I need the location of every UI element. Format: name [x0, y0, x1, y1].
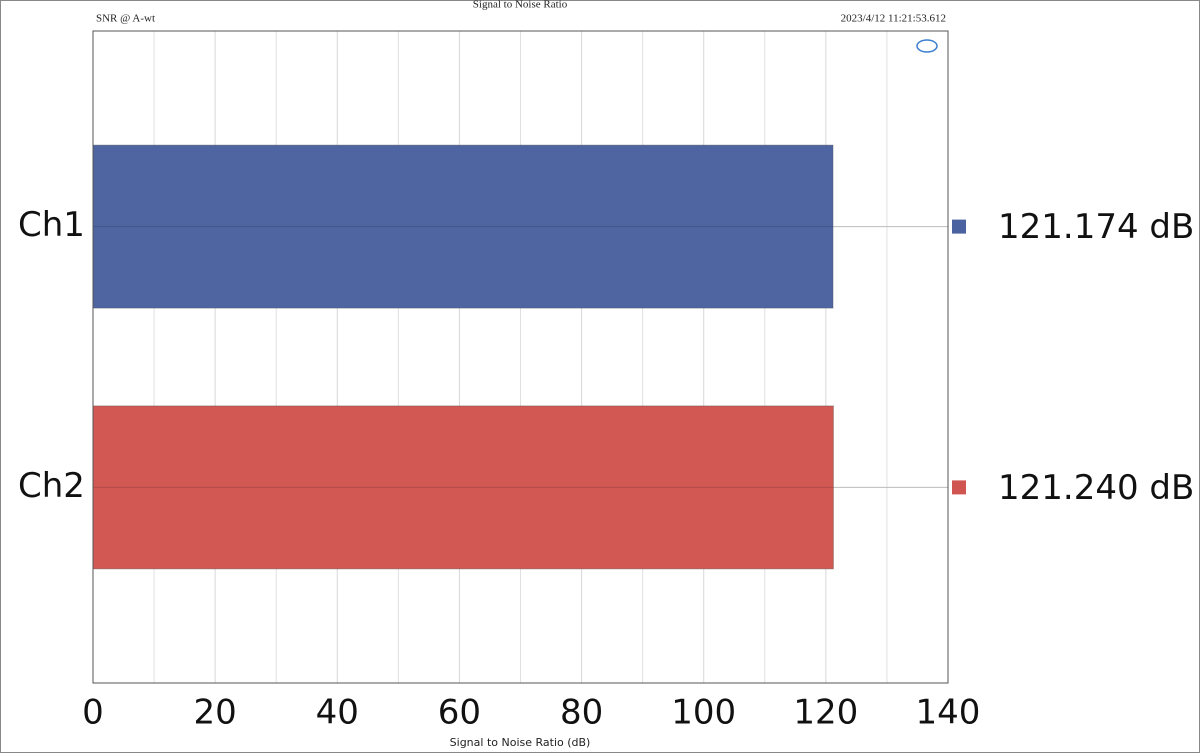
bar [92, 144, 834, 309]
value-label: 121.240 dB [998, 468, 1194, 508]
category-label: Ch1 [18, 205, 85, 245]
plot-border [92, 30, 949, 684]
timestamp: 2023/4/12 11:21:53.612 [841, 13, 946, 25]
category-label: Ch2 [18, 466, 85, 506]
x-tick-label: 100 [671, 693, 736, 733]
logo [916, 39, 938, 53]
chart-title: Signal to Noise Ratio [473, 0, 568, 11]
legend-swatch [952, 480, 966, 495]
x-tick-label: 40 [316, 693, 359, 733]
x-tick-label: 140 [916, 693, 981, 733]
x-tick-label: 120 [793, 693, 858, 733]
chart-subtitle: SNR @ A-wt [96, 13, 155, 25]
x-tick-label: 60 [438, 693, 481, 733]
x-tick-label: 80 [560, 693, 603, 733]
x-axis-label: Signal to Noise Ratio (dB) [450, 736, 591, 749]
logo-ring [916, 39, 938, 53]
value-label: 121.174 dB [998, 207, 1194, 247]
legend-swatch [952, 219, 966, 234]
x-tick-label: 20 [194, 693, 237, 733]
x-tick-label: 0 [82, 693, 104, 733]
bar [92, 405, 834, 570]
